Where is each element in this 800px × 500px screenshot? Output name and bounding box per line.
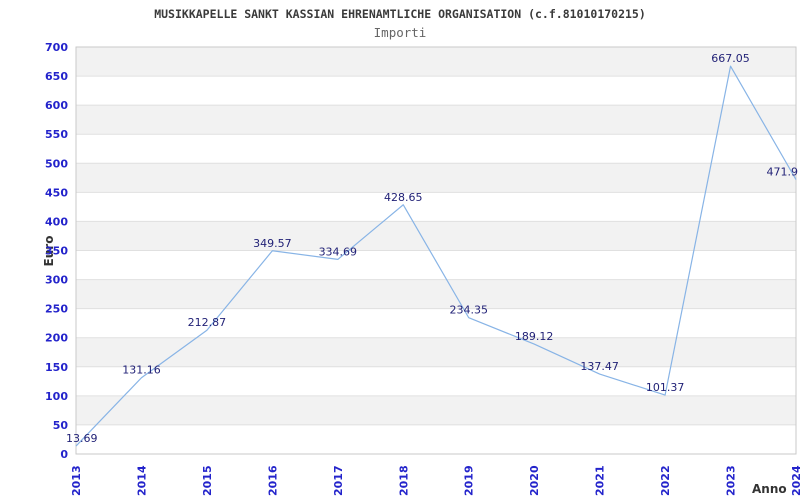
point-label: 349.57 bbox=[253, 237, 292, 250]
x-tick-label: 2020 bbox=[528, 465, 541, 496]
x-axis-title: Anno bbox=[752, 482, 787, 496]
plot-band bbox=[76, 76, 796, 106]
plot-band bbox=[76, 221, 796, 251]
point-label: 334.69 bbox=[319, 245, 358, 258]
y-tick-label: 500 bbox=[45, 157, 68, 170]
plot-band bbox=[76, 250, 796, 280]
point-label: 212.87 bbox=[188, 316, 227, 329]
y-tick-label: 300 bbox=[45, 274, 68, 287]
y-tick-label: 0 bbox=[60, 448, 68, 461]
x-tick-label: 2023 bbox=[725, 465, 738, 496]
y-tick-label: 150 bbox=[45, 361, 68, 374]
x-tick-label: 2017 bbox=[332, 465, 345, 496]
plot-band bbox=[76, 337, 796, 367]
point-label: 471.9 bbox=[767, 166, 799, 179]
y-tick-label: 450 bbox=[45, 186, 68, 199]
x-tick-label: 2019 bbox=[463, 465, 476, 496]
x-tick-label: 2018 bbox=[397, 465, 410, 496]
plot-band bbox=[76, 308, 796, 338]
point-label: 137.47 bbox=[580, 360, 619, 373]
y-tick-label: 250 bbox=[45, 303, 68, 316]
point-label: 13.69 bbox=[66, 432, 98, 445]
point-label: 234.35 bbox=[449, 304, 488, 317]
y-tick-label: 400 bbox=[45, 215, 68, 228]
x-tick-label: 2015 bbox=[201, 465, 214, 496]
chart-title: MUSIKKAPELLE SANKT KASSIAN EHRENAMTLICHE… bbox=[154, 7, 646, 21]
plot-band bbox=[76, 192, 796, 222]
chart-subtitle: Importi bbox=[373, 25, 427, 40]
plot-band bbox=[76, 105, 796, 135]
point-label: 189.12 bbox=[515, 330, 554, 343]
y-tick-label: 50 bbox=[53, 419, 69, 432]
y-tick-label: 100 bbox=[45, 390, 68, 403]
plot-band bbox=[76, 395, 796, 425]
point-label: 667.05 bbox=[711, 52, 750, 65]
plot-band bbox=[76, 279, 796, 309]
x-tick-label: 2014 bbox=[135, 465, 148, 496]
x-tick-label: 2024 bbox=[790, 465, 800, 496]
y-tick-label: 600 bbox=[45, 99, 68, 112]
y-tick-label: 700 bbox=[45, 41, 68, 54]
x-tick-label: 2021 bbox=[594, 465, 607, 496]
plot-band bbox=[76, 47, 796, 77]
plot-frame bbox=[75, 46, 797, 455]
y-tick-label: 350 bbox=[45, 245, 68, 258]
plot-band bbox=[76, 424, 796, 454]
y-tick-label: 550 bbox=[45, 128, 68, 141]
plot-band bbox=[76, 134, 796, 164]
y-tick-label: 200 bbox=[45, 332, 68, 345]
plot-band bbox=[76, 163, 796, 193]
x-tick-label: 2022 bbox=[659, 465, 672, 496]
y-tick-label: 650 bbox=[45, 70, 68, 83]
plot-band bbox=[76, 366, 796, 396]
x-tick-label: 2016 bbox=[266, 465, 279, 496]
point-label: 428.65 bbox=[384, 191, 423, 204]
point-label: 101.37 bbox=[646, 381, 685, 394]
point-label: 131.16 bbox=[122, 364, 161, 377]
x-tick-label: 2013 bbox=[70, 465, 83, 496]
data-line bbox=[75, 65, 797, 447]
